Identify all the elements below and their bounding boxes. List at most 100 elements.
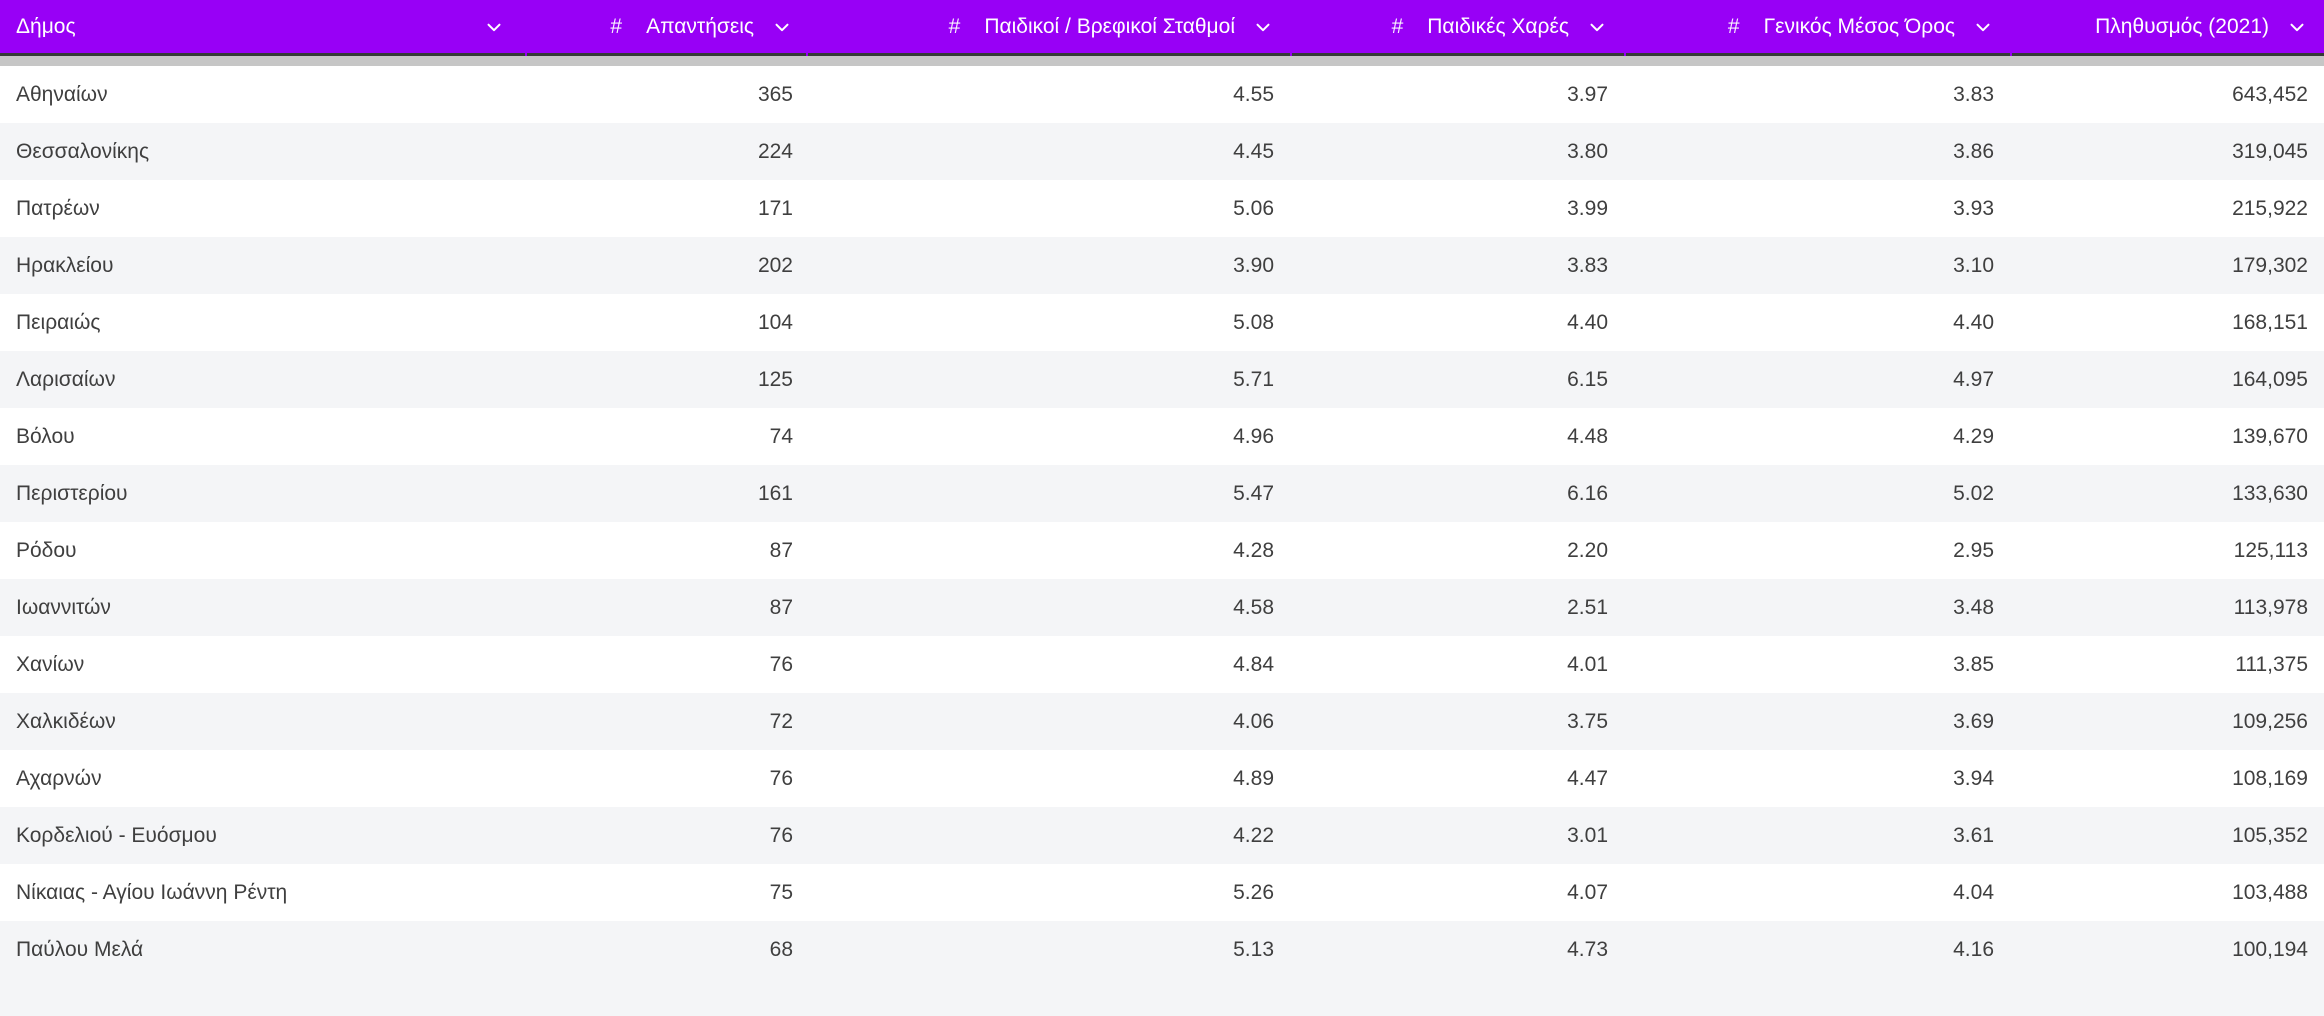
cell-playground-score: 4.73 — [1567, 937, 1608, 961]
cell-municipality: Βόλου — [16, 424, 75, 448]
numeric-field-icon: # — [1727, 14, 1740, 38]
table-row: Ηρακλείου 202 3.90 3.83 3.10 179,302 — [0, 237, 2324, 294]
chevron-down-icon[interactable] — [1972, 16, 1994, 38]
table-row: Αχαρνών 76 4.89 4.47 3.94 108,169 — [0, 750, 2324, 807]
cell-municipality: Ηρακλείου — [16, 253, 114, 277]
table-row: Λαρισαίων 125 5.71 6.15 4.97 164,095 — [0, 351, 2324, 408]
cell-playground-score: 4.47 — [1567, 766, 1608, 790]
cell-overall-average: 5.02 — [1953, 481, 1994, 505]
column-header-playgrounds[interactable]: # Παιδικές Χαρές — [1290, 0, 1624, 53]
cell-responses: 104 — [757, 310, 793, 334]
cell-municipality: Χανίων — [16, 652, 85, 676]
cell-daycare-score: 5.06 — [1233, 196, 1274, 220]
numeric-field-icon: # — [610, 14, 623, 38]
cell-overall-average: 3.69 — [1953, 709, 1994, 733]
chevron-down-icon[interactable] — [1586, 16, 1608, 38]
horizontal-scrollbar[interactable] — [0, 56, 2324, 66]
cell-overall-average: 3.48 — [1953, 595, 1994, 619]
column-header-overall-average[interactable]: # Γενικός Μέσος Όρος — [1624, 0, 2010, 53]
cell-responses: 171 — [757, 196, 793, 220]
table-row: Κορδελιού - Ευόσμου 76 4.22 3.01 3.61 10… — [0, 807, 2324, 864]
cell-population: 643,452 — [2232, 82, 2308, 106]
cell-responses: 87 — [769, 538, 793, 562]
cell-overall-average: 3.93 — [1953, 196, 1994, 220]
cell-municipality: Πειραιώς — [16, 310, 101, 334]
table-row: Θεσσαλονίκης 224 4.45 3.80 3.86 319,045 — [0, 123, 2324, 180]
column-header-label: Παιδικές Χαρές — [1427, 14, 1569, 38]
chevron-down-icon[interactable] — [771, 16, 793, 38]
cell-population: 133,630 — [2232, 481, 2308, 505]
table-row: Παύλου Μελά 68 5.13 4.73 4.16 100,194 — [0, 921, 2324, 978]
cell-playground-score: 4.48 — [1567, 424, 1608, 448]
cell-municipality: Περιστερίου — [16, 481, 128, 505]
cell-overall-average: 3.61 — [1953, 823, 1994, 847]
cell-daycare-score: 5.13 — [1233, 937, 1274, 961]
table-row: Βόλου 74 4.96 4.48 4.29 139,670 — [0, 408, 2324, 465]
table-row: Αθηναίων 365 4.55 3.97 3.83 643,452 — [0, 66, 2324, 123]
column-header-municipality[interactable]: Δήμος — [0, 0, 525, 53]
cell-playground-score: 3.97 — [1567, 82, 1608, 106]
cell-overall-average: 3.10 — [1953, 253, 1994, 277]
cell-overall-average: 3.94 — [1953, 766, 1994, 790]
cell-daycare-score: 5.71 — [1233, 367, 1274, 391]
column-header-daycare[interactable]: # Παιδικοί / Βρεφικοί Σταθμοί — [806, 0, 1290, 53]
cell-daycare-score: 4.58 — [1233, 595, 1274, 619]
cell-responses: 76 — [769, 823, 793, 847]
cell-municipality: Ρόδου — [16, 538, 77, 562]
column-header-population[interactable]: Πληθυσμός (2021) — [2010, 0, 2324, 53]
column-header-label: Πληθυσμός (2021) — [2095, 14, 2269, 38]
cell-municipality: Αχαρνών — [16, 766, 102, 790]
cell-daycare-score: 4.84 — [1233, 652, 1274, 676]
table-row: Πειραιώς 104 5.08 4.40 4.40 168,151 — [0, 294, 2324, 351]
cell-playground-score: 2.51 — [1567, 595, 1608, 619]
numeric-field-icon: # — [948, 14, 961, 38]
cell-population: 103,488 — [2232, 880, 2308, 904]
cell-overall-average: 3.83 — [1953, 82, 1994, 106]
cell-overall-average: 4.97 — [1953, 367, 1994, 391]
cell-playground-score: 4.01 — [1567, 652, 1608, 676]
cell-daycare-score: 4.55 — [1233, 82, 1274, 106]
cell-overall-average: 3.86 — [1953, 139, 1994, 163]
column-header-label: Παιδικοί / Βρεφικοί Σταθμοί — [984, 14, 1235, 38]
cell-playground-score: 3.75 — [1567, 709, 1608, 733]
chevron-down-icon[interactable] — [483, 16, 505, 38]
table-row: Ρόδου 87 4.28 2.20 2.95 125,113 — [0, 522, 2324, 579]
chevron-down-icon[interactable] — [1252, 16, 1274, 38]
column-header-label: Γενικός Μέσος Όρος — [1763, 14, 1955, 38]
table-row: Χαλκιδέων 72 4.06 3.75 3.69 109,256 — [0, 693, 2324, 750]
table-row: Χανίων 76 4.84 4.01 3.85 111,375 — [0, 636, 2324, 693]
cell-responses: 224 — [757, 139, 793, 163]
cell-responses: 365 — [757, 82, 793, 106]
cell-overall-average: 2.95 — [1953, 538, 1994, 562]
cell-daycare-score: 4.89 — [1233, 766, 1274, 790]
cell-population: 109,256 — [2232, 709, 2308, 733]
cell-playground-score: 6.16 — [1567, 481, 1608, 505]
cell-municipality: Αθηναίων — [16, 82, 108, 106]
cell-municipality: Κορδελιού - Ευόσμου — [16, 823, 217, 847]
cell-responses: 202 — [757, 253, 793, 277]
cell-population: 125,113 — [2233, 538, 2308, 562]
cell-responses: 161 — [757, 481, 793, 505]
cell-playground-score: 2.20 — [1567, 538, 1608, 562]
table-header: Δήμος # Απαντήσεις # Παιδικοί / Βρεφικοί… — [0, 0, 2324, 53]
cell-responses: 76 — [769, 652, 793, 676]
cell-municipality: Παύλου Μελά — [16, 937, 144, 961]
cell-overall-average: 3.85 — [1953, 652, 1994, 676]
header-divider — [0, 53, 2324, 56]
cell-responses: 75 — [769, 880, 793, 904]
cell-population: 113,978 — [2233, 595, 2308, 619]
cell-population: 111,375 — [2235, 652, 2308, 676]
cell-municipality: Θεσσαλονίκης — [16, 139, 150, 163]
cell-daycare-score: 3.90 — [1233, 253, 1274, 277]
cell-daycare-score: 4.22 — [1233, 823, 1274, 847]
cell-population: 105,352 — [2232, 823, 2308, 847]
chevron-down-icon[interactable] — [2286, 16, 2308, 38]
cell-municipality: Ιωαννιτών — [16, 595, 111, 619]
cell-overall-average: 4.16 — [1953, 937, 1994, 961]
cell-municipality: Νίκαιας - Αγίου Ιωάννη Ρέντη — [16, 880, 288, 904]
cell-population: 179,302 — [2232, 253, 2308, 277]
cell-population: 319,045 — [2232, 139, 2308, 163]
cell-responses: 87 — [769, 595, 793, 619]
cell-daycare-score: 5.47 — [1233, 481, 1274, 505]
column-header-responses[interactable]: # Απαντήσεις — [525, 0, 806, 53]
